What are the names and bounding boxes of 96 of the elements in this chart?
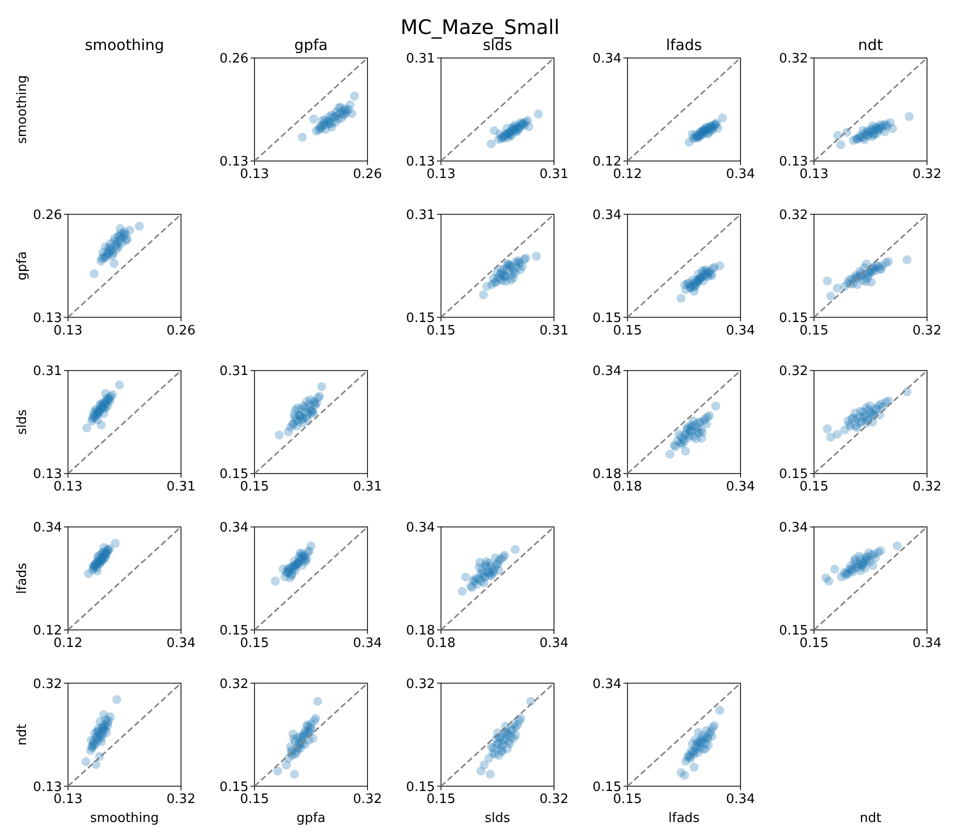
x-axis-title: gpfa xyxy=(296,811,326,826)
y-tick-label: 0.13 xyxy=(33,467,62,482)
x-tick-label: 0.34 xyxy=(726,167,755,182)
y-tick-label: 0.31 xyxy=(220,364,248,380)
x-tick-label: 0.32 xyxy=(912,323,942,338)
chart-title: ndt xyxy=(858,36,884,54)
x-tick-label: 0.15 xyxy=(800,636,828,651)
y-tick-label: 0.18 xyxy=(592,467,622,482)
x-tick-label: 0.32 xyxy=(912,480,942,495)
y-axis-title: slds xyxy=(15,409,30,435)
chart-title: gpfa xyxy=(294,36,328,54)
x-tick-label: 0.26 xyxy=(166,323,196,338)
x-tick-label: 0.34 xyxy=(726,323,755,338)
y-tick-label: 0.15 xyxy=(779,310,808,326)
y-tick-label: 0.32 xyxy=(779,364,808,380)
x-tick-label: 0.15 xyxy=(426,323,456,338)
text: smoothing xyxy=(84,36,164,54)
y-tick-label: 0.13 xyxy=(33,310,62,326)
x-axis-title: lfads xyxy=(668,811,700,826)
y-tick-label: 0.13 xyxy=(220,154,248,170)
x-tick-label: 0.15 xyxy=(240,636,269,651)
x-tick-label: 0.34 xyxy=(726,792,755,808)
x-axis-title: smoothing xyxy=(90,811,159,826)
x-tick-label: 0.13 xyxy=(240,167,269,182)
chart-title: lfads xyxy=(666,36,702,54)
y-tick-label: 0.31 xyxy=(406,208,435,223)
y-tick-label: 0.31 xyxy=(406,52,435,67)
y-tick-label: 0.13 xyxy=(779,154,808,170)
y-tick-label: 0.34 xyxy=(220,520,248,536)
x-tick-label: 0.12 xyxy=(613,167,642,182)
x-tick-label: 0.15 xyxy=(613,323,642,338)
y-tick-label: 0.15 xyxy=(220,623,248,638)
text: smoothing xyxy=(15,75,30,144)
y-tick-label: 0.34 xyxy=(592,208,622,223)
x-tick-label: 0.31 xyxy=(166,480,196,495)
y-tick-label: 0.34 xyxy=(592,52,622,67)
y-tick-label: 0.32 xyxy=(406,676,435,692)
y-tick-label: 0.15 xyxy=(592,780,622,795)
x-tick-label: 0.13 xyxy=(54,792,82,808)
y-tick-label: 0.13 xyxy=(33,780,62,795)
y-tick-label: 0.15 xyxy=(779,467,808,482)
x-tick-label: 0.15 xyxy=(426,792,456,808)
y-tick-label: 0.18 xyxy=(406,623,435,638)
x-tick-label: 0.13 xyxy=(54,323,82,338)
x-axis-title: slds xyxy=(484,811,510,826)
x-tick-label: 0.18 xyxy=(613,480,642,495)
y-tick-label: 0.34 xyxy=(406,520,435,536)
y-tick-label: 0.34 xyxy=(779,520,808,536)
y-axis-title: gpfa xyxy=(15,251,30,280)
y-tick-label: 0.12 xyxy=(33,623,62,638)
y-tick-label: 0.34 xyxy=(33,520,62,536)
y-tick-label: 0.34 xyxy=(592,364,622,380)
x-tick-label: 0.32 xyxy=(912,167,942,182)
x-tick-label: 0.34 xyxy=(353,636,382,651)
y-tick-label: 0.15 xyxy=(406,780,435,795)
x-tick-label: 0.31 xyxy=(353,480,382,495)
chart-title: slds xyxy=(482,36,512,54)
x-tick-label: 0.32 xyxy=(166,792,196,808)
x-tick-label: 0.31 xyxy=(540,167,568,182)
x-tick-label: 0.15 xyxy=(240,792,269,808)
y-axis-title: ndt xyxy=(15,724,30,746)
x-tick-label: 0.26 xyxy=(353,167,382,182)
y-tick-label: 0.32 xyxy=(779,208,808,223)
y-tick-label: 0.15 xyxy=(779,623,808,638)
x-tick-label: 0.15 xyxy=(240,480,269,495)
x-tick-label: 0.13 xyxy=(54,480,82,495)
x-tick-label: 0.15 xyxy=(800,480,828,495)
x-tick-label: 0.32 xyxy=(353,792,382,808)
x-tick-label: 0.31 xyxy=(540,323,568,338)
y-tick-label: 0.13 xyxy=(406,154,435,170)
y-tick-label: 0.15 xyxy=(592,310,622,326)
y-tick-label: 0.15 xyxy=(220,780,248,795)
y-tick-label: 0.31 xyxy=(33,364,62,380)
y-tick-label: 0.26 xyxy=(33,208,62,223)
y-axis-title: lfads xyxy=(15,562,30,594)
x-tick-label: 0.15 xyxy=(800,323,828,338)
text: MC_Maze_Small xyxy=(400,15,560,39)
y-tick-label: 0.12 xyxy=(592,154,622,170)
y-tick-label: 0.15 xyxy=(406,310,435,326)
x-tick-label: 0.34 xyxy=(726,480,755,495)
text: ndt xyxy=(860,811,882,826)
x-tick-label: 0.18 xyxy=(426,636,456,651)
y-tick-label: 0.34 xyxy=(592,676,622,692)
y-tick-label: 0.26 xyxy=(220,52,248,67)
y-tick-label: 0.15 xyxy=(220,467,248,482)
x-tick-label: 0.13 xyxy=(800,167,828,182)
x-tick-label: 0.34 xyxy=(912,636,942,651)
x-tick-label: 0.13 xyxy=(426,167,456,182)
x-tick-label: 0.12 xyxy=(54,636,82,651)
x-tick-label: 0.32 xyxy=(540,792,568,808)
x-tick-label: 0.34 xyxy=(166,636,196,651)
x-tick-label: 0.15 xyxy=(613,792,642,808)
y-tick-label: 0.32 xyxy=(33,676,62,692)
y-tick-label: 0.32 xyxy=(779,52,808,67)
x-tick-label: 0.34 xyxy=(540,636,568,651)
y-tick-label: 0.32 xyxy=(220,676,248,692)
